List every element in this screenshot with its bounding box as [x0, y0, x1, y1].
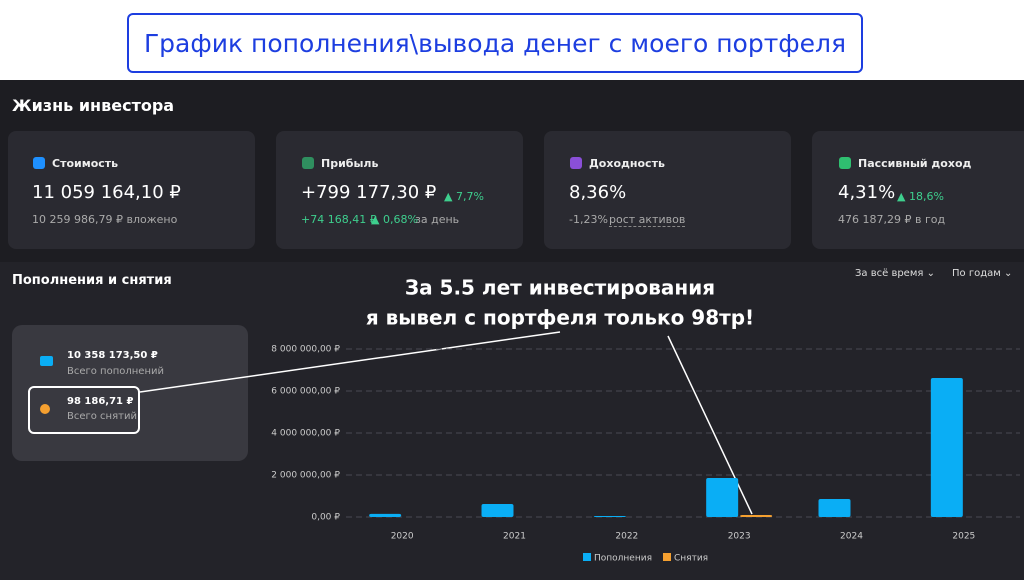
annotation-arrow	[139, 331, 561, 393]
card-label: Доходность	[589, 157, 665, 170]
card-badge: ▲ 18,6%	[897, 190, 944, 203]
icon	[33, 157, 45, 169]
bar	[369, 513, 402, 517]
card-sub: 476 187,29 ₽ в год	[838, 213, 946, 226]
card-value: +799 177,30 ₽	[301, 182, 437, 203]
card	[812, 131, 1024, 249]
icon	[40, 404, 50, 414]
summary-amount: 98 186,71 ₽	[67, 396, 134, 407]
filter-text: За всё время	[855, 268, 924, 279]
summary-label: Всего пополнений	[67, 366, 164, 377]
card-sub-text: рост активов	[609, 213, 686, 227]
bar	[740, 514, 773, 517]
card-sub-value: +74 168,41 ₽	[301, 213, 377, 226]
icon	[839, 157, 851, 169]
legend-label: Пополнения	[594, 554, 652, 564]
banner-title: График пополнения\вывода денег с моего п…	[127, 13, 863, 73]
card	[276, 131, 523, 249]
bar	[706, 477, 739, 517]
annotation: я вывел с портфеля только 98тр!	[366, 306, 754, 330]
card-value: 11 059 164,10 ₽	[32, 182, 181, 203]
bar	[481, 503, 514, 517]
legend-label: Снятия	[674, 554, 708, 564]
badge-text: 0,68%	[382, 213, 418, 226]
highlight	[28, 386, 140, 434]
section-title: Пополнения и снятия	[12, 273, 172, 288]
card-badge: ▲ 7,7%	[444, 190, 484, 203]
summary-amount: 10 358 173,50 ₽	[67, 350, 158, 361]
x-tick-label: 2021	[503, 532, 526, 542]
bar	[930, 377, 963, 517]
y-tick-label: 8 000 000,00 ₽	[271, 345, 340, 355]
card-sub-badge: ▲ 0,68%	[371, 213, 418, 226]
badge-text: 7,7%	[455, 190, 484, 203]
filter[interactable]: За всё время ⌄	[855, 268, 935, 279]
icon	[302, 157, 314, 169]
x-tick-label: 2025	[952, 532, 975, 542]
x-tick-label: 2020	[391, 532, 414, 542]
y-tick-label: 6 000 000,00 ₽	[271, 387, 340, 397]
header-title: Жизнь инвестора	[12, 96, 175, 115]
y-tick-label: 2 000 000,00 ₽	[271, 471, 340, 481]
filter[interactable]: По годам ⌄	[952, 268, 1013, 279]
icon	[40, 356, 53, 366]
summary-panel	[12, 325, 248, 461]
card-sub: 10 259 986,79 ₽ вложено	[32, 213, 178, 226]
x-tick-label: 2024	[840, 532, 863, 542]
card-value: 8,36%	[569, 182, 627, 203]
card-label: Пассивный доход	[858, 157, 972, 170]
filter-text: По годам	[952, 268, 1001, 279]
bar	[818, 498, 851, 517]
card	[544, 131, 791, 249]
y-tick-label: 4 000 000,00 ₽	[271, 429, 340, 439]
card-label: Прибыль	[321, 157, 379, 170]
card-value: 4,31%	[838, 182, 896, 203]
card-label: Стоимость	[52, 157, 119, 170]
card-sub-text: за день	[415, 213, 460, 226]
badge-text: 18,6%	[908, 190, 944, 203]
y-tick-label: 0,00 ₽	[311, 513, 340, 523]
icon	[570, 157, 582, 169]
bar	[593, 515, 626, 517]
legend-swatch	[663, 553, 671, 561]
card	[8, 131, 255, 249]
x-tick-label: 2022	[615, 532, 638, 542]
card-sub-value: -1,23%	[569, 213, 608, 226]
x-tick-label: 2023	[728, 532, 751, 542]
summary-label: Всего снятий	[67, 411, 137, 422]
annotation: За 5.5 лет инвестирования	[405, 276, 715, 300]
legend-swatch	[583, 553, 591, 561]
